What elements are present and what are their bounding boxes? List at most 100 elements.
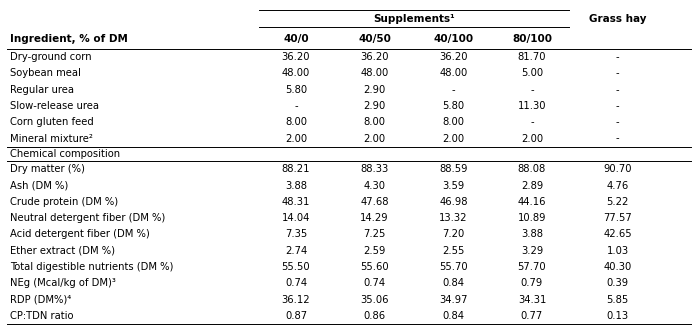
Text: Corn gluten feed: Corn gluten feed xyxy=(10,117,94,127)
Text: 2.59: 2.59 xyxy=(364,246,386,256)
Text: Ingredient, % of DM: Ingredient, % of DM xyxy=(10,34,128,44)
Text: 8.00: 8.00 xyxy=(364,117,386,127)
Text: Chemical composition: Chemical composition xyxy=(10,149,121,159)
Text: 5.80: 5.80 xyxy=(285,85,307,95)
Text: 0.39: 0.39 xyxy=(607,278,628,289)
Text: 5.00: 5.00 xyxy=(521,68,543,78)
Text: Supplements¹: Supplements¹ xyxy=(373,13,455,24)
Text: Regular urea: Regular urea xyxy=(10,85,75,95)
Text: 7.25: 7.25 xyxy=(364,230,386,240)
Text: 40/100: 40/100 xyxy=(433,34,473,44)
Text: 10.89: 10.89 xyxy=(518,213,547,223)
Text: Acid detergent fiber (DM %): Acid detergent fiber (DM %) xyxy=(10,230,150,240)
Text: Dry matter (%): Dry matter (%) xyxy=(10,164,85,174)
Text: 7.35: 7.35 xyxy=(285,230,307,240)
Text: -: - xyxy=(616,68,619,78)
Text: CP:TDN ratio: CP:TDN ratio xyxy=(10,311,74,321)
Text: 2.74: 2.74 xyxy=(285,246,307,256)
Text: -: - xyxy=(616,101,619,111)
Text: 36.20: 36.20 xyxy=(360,52,389,62)
Text: 2.90: 2.90 xyxy=(364,101,386,111)
Text: -: - xyxy=(294,101,298,111)
Text: 46.98: 46.98 xyxy=(439,197,468,207)
Text: 3.29: 3.29 xyxy=(521,246,543,256)
Text: -: - xyxy=(452,85,455,95)
Text: Ether extract (DM %): Ether extract (DM %) xyxy=(10,246,115,256)
Text: 0.74: 0.74 xyxy=(285,278,307,289)
Text: -: - xyxy=(616,117,619,127)
Text: 14.04: 14.04 xyxy=(282,213,310,223)
Text: 8.00: 8.00 xyxy=(285,117,307,127)
Text: 88.59: 88.59 xyxy=(439,164,468,174)
Text: 3.88: 3.88 xyxy=(285,181,307,190)
Text: 5.85: 5.85 xyxy=(607,295,629,305)
Text: 0.87: 0.87 xyxy=(285,311,307,321)
Text: 40.30: 40.30 xyxy=(603,262,632,272)
Text: 42.65: 42.65 xyxy=(603,230,632,240)
Text: Ash (DM %): Ash (DM %) xyxy=(10,181,68,190)
Text: 35.06: 35.06 xyxy=(360,295,389,305)
Text: 2.00: 2.00 xyxy=(521,134,543,143)
Text: -: - xyxy=(530,117,534,127)
Text: -: - xyxy=(616,134,619,143)
Text: 88.21: 88.21 xyxy=(282,164,310,174)
Text: RDP (DM%)⁴: RDP (DM%)⁴ xyxy=(10,295,72,305)
Text: 48.00: 48.00 xyxy=(361,68,389,78)
Text: 2.90: 2.90 xyxy=(364,85,386,95)
Text: 36.20: 36.20 xyxy=(282,52,310,62)
Text: 40/50: 40/50 xyxy=(358,34,391,44)
Text: 2.00: 2.00 xyxy=(443,134,464,143)
Text: NEg (Mcal/kg of DM)³: NEg (Mcal/kg of DM)³ xyxy=(10,278,117,289)
Text: 88.08: 88.08 xyxy=(518,164,546,174)
Text: 34.31: 34.31 xyxy=(518,295,546,305)
Text: 34.97: 34.97 xyxy=(439,295,468,305)
Text: 40/0: 40/0 xyxy=(283,34,309,44)
Text: 0.84: 0.84 xyxy=(443,311,464,321)
Text: 2.00: 2.00 xyxy=(364,134,386,143)
Text: 2.89: 2.89 xyxy=(521,181,543,190)
Text: 88.33: 88.33 xyxy=(361,164,389,174)
Text: Neutral detergent fiber (DM %): Neutral detergent fiber (DM %) xyxy=(10,213,165,223)
Text: 2.55: 2.55 xyxy=(442,246,464,256)
Text: 0.74: 0.74 xyxy=(364,278,386,289)
Text: 0.86: 0.86 xyxy=(364,311,386,321)
Text: -: - xyxy=(530,85,534,95)
Text: 0.79: 0.79 xyxy=(521,278,543,289)
Text: 44.16: 44.16 xyxy=(518,197,547,207)
Text: 47.68: 47.68 xyxy=(360,197,389,207)
Text: 48.00: 48.00 xyxy=(439,68,468,78)
Text: 36.12: 36.12 xyxy=(282,295,311,305)
Text: 36.20: 36.20 xyxy=(439,52,468,62)
Text: 14.29: 14.29 xyxy=(360,213,389,223)
Text: 13.32: 13.32 xyxy=(439,213,468,223)
Text: 5.22: 5.22 xyxy=(607,197,629,207)
Text: Slow-release urea: Slow-release urea xyxy=(10,101,99,111)
Text: 3.59: 3.59 xyxy=(443,181,464,190)
Text: 55.70: 55.70 xyxy=(439,262,468,272)
Text: 4.76: 4.76 xyxy=(607,181,629,190)
Text: Dry-ground corn: Dry-ground corn xyxy=(10,52,92,62)
Text: 1.03: 1.03 xyxy=(607,246,628,256)
Text: 55.60: 55.60 xyxy=(360,262,389,272)
Text: Total digestible nutrients (DM %): Total digestible nutrients (DM %) xyxy=(10,262,174,272)
Text: 77.57: 77.57 xyxy=(603,213,632,223)
Text: 3.88: 3.88 xyxy=(521,230,543,240)
Text: 8.00: 8.00 xyxy=(443,117,464,127)
Text: 90.70: 90.70 xyxy=(603,164,632,174)
Text: 11.30: 11.30 xyxy=(518,101,547,111)
Text: Grass hay: Grass hay xyxy=(588,13,646,24)
Text: Soybean meal: Soybean meal xyxy=(10,68,81,78)
Text: 4.30: 4.30 xyxy=(364,181,386,190)
Text: 0.13: 0.13 xyxy=(607,311,628,321)
Text: 55.50: 55.50 xyxy=(282,262,311,272)
Text: 57.70: 57.70 xyxy=(518,262,547,272)
Text: 81.70: 81.70 xyxy=(518,52,547,62)
Text: 5.80: 5.80 xyxy=(443,101,464,111)
Text: Mineral mixture²: Mineral mixture² xyxy=(10,134,94,143)
Text: 7.20: 7.20 xyxy=(443,230,464,240)
Text: 0.77: 0.77 xyxy=(521,311,543,321)
Text: 48.00: 48.00 xyxy=(282,68,310,78)
Text: -: - xyxy=(616,52,619,62)
Text: 80/100: 80/100 xyxy=(512,34,552,44)
Text: 2.00: 2.00 xyxy=(285,134,307,143)
